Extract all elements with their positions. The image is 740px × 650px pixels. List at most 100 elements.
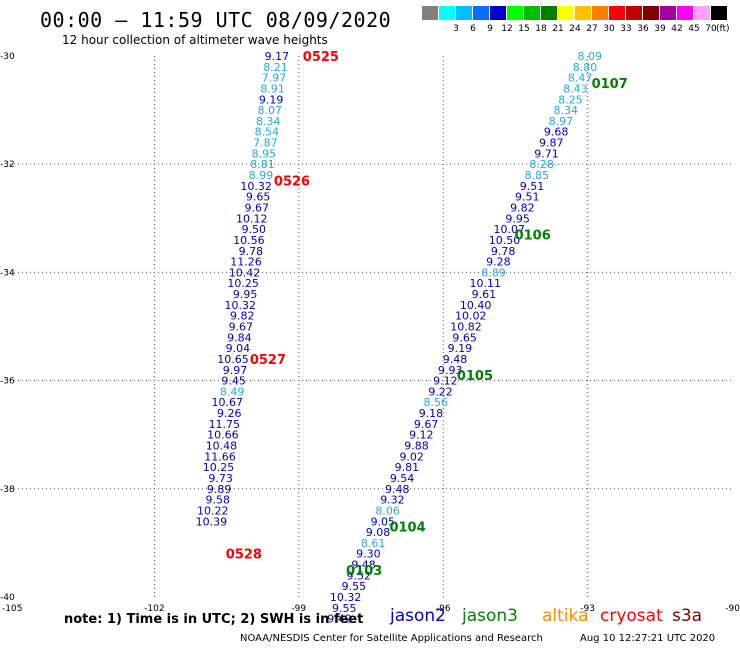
legend-tick-label: 9 xyxy=(487,24,493,34)
swh-value: 9.54 xyxy=(390,472,415,485)
legend-swatch xyxy=(660,6,676,20)
legend-tick-label: 42 xyxy=(671,24,683,34)
swh-value: 10.22 xyxy=(197,504,229,517)
swh-value: 8.89 xyxy=(481,266,506,279)
swh-value: 9.22 xyxy=(428,385,453,398)
swh-value: 9.81 xyxy=(395,461,420,474)
swh-value: 9.68 xyxy=(544,126,569,139)
legend-swatch xyxy=(422,6,438,20)
legend-tick-label: 24 xyxy=(569,24,581,34)
swh-value: 10.39 xyxy=(196,515,228,528)
legend-swatch xyxy=(575,6,591,20)
legend-tick-label: 39 xyxy=(654,24,666,34)
swh-value: 9.02 xyxy=(399,450,424,463)
swh-value: 8.47 xyxy=(568,72,593,85)
swh-value: 8.43 xyxy=(563,82,588,95)
swh-value: 9.52 xyxy=(347,569,372,582)
legend-tick-label: 6 xyxy=(470,24,476,34)
legend-swatch xyxy=(592,6,608,20)
swh-value: 11.26 xyxy=(230,256,262,269)
legend-tick-label: 36 xyxy=(637,24,649,34)
swh-value: 9.48 xyxy=(443,353,468,366)
time-label: 0107 xyxy=(592,77,628,92)
swh-value: 8.34 xyxy=(256,115,281,128)
swh-value: 10.02 xyxy=(455,310,487,323)
y-tick-label: -38 xyxy=(0,485,15,495)
swh-value: 9.82 xyxy=(510,201,535,214)
swh-value: 8.81 xyxy=(250,158,275,171)
legend-tick-label: 45 xyxy=(688,24,700,34)
swh-value: 9.18 xyxy=(419,407,444,420)
legend-swatch xyxy=(677,6,693,20)
swh-value: 10.07 xyxy=(494,223,526,236)
swh-value: 9.50 xyxy=(242,223,267,236)
legend-tick-label: 30 xyxy=(603,24,615,34)
swh-value: 10.66 xyxy=(207,429,239,442)
swh-value: 10.50 xyxy=(489,234,521,247)
legend-tick-label: 21 xyxy=(552,24,564,34)
legend-tick-label: 3 xyxy=(453,24,459,34)
satellite-cryosat: cryosat xyxy=(600,606,663,626)
generated-timestamp: Aug 10 12:27:21 UTC 2020 xyxy=(580,633,716,644)
swh-value: 10.32 xyxy=(240,180,272,193)
swh-value: 9.95 xyxy=(505,212,530,225)
time-label: 0106 xyxy=(515,229,551,244)
swh-value: 10.48 xyxy=(206,440,238,453)
x-tick-label: -90 xyxy=(725,604,740,614)
swh-value: 9.73 xyxy=(208,472,233,485)
swh-value: 8.28 xyxy=(529,158,554,171)
swh-value: 9.26 xyxy=(217,407,242,420)
swh-value: 8.56 xyxy=(424,396,449,409)
legend-swatch xyxy=(456,6,472,20)
swh-value: 9.89 xyxy=(207,483,232,496)
swh-value: 9.12 xyxy=(409,429,434,442)
swh-value: 9.65 xyxy=(246,191,271,204)
swh-value: 10.42 xyxy=(229,266,261,279)
legend-swatch xyxy=(439,6,455,20)
swh-value: 10.32 xyxy=(330,591,362,604)
swh-value: 9.82 xyxy=(230,310,255,323)
swh-value: 9.28 xyxy=(486,256,511,269)
swh-value: 8.61 xyxy=(361,537,386,550)
satellite-jason3: jason3 xyxy=(462,606,518,626)
swh-value: 9.71 xyxy=(534,147,559,160)
swh-value: 10.11 xyxy=(469,277,501,290)
legend-swatch xyxy=(490,6,506,20)
swh-value: 10.65 xyxy=(217,353,249,366)
swh-value: 9.84 xyxy=(227,331,252,344)
legend-swatch xyxy=(711,6,727,20)
swh-value: 11.66 xyxy=(204,450,236,463)
swh-value: 9.88 xyxy=(404,440,429,453)
swh-value: 9.12 xyxy=(433,375,458,388)
swh-value: 10.40 xyxy=(460,299,492,312)
swh-value: 8.25 xyxy=(558,93,583,106)
legend-swatch xyxy=(643,6,659,20)
chart-title: 00:00 – 11:59 UTC 08/09/2020 xyxy=(40,8,392,32)
legend-tick-label: 12 xyxy=(501,24,513,34)
swh-value: 10.82 xyxy=(450,321,482,334)
swh-value: 8.54 xyxy=(255,126,280,139)
swh-value: 9.19 xyxy=(448,342,473,355)
swh-value: 9.67 xyxy=(244,201,269,214)
x-tick-label: -93 xyxy=(580,604,595,614)
swh-value: 9.04 xyxy=(226,342,251,355)
legend-swatch xyxy=(507,6,523,20)
swh-value: 8.49 xyxy=(220,385,245,398)
swh-value: 8.34 xyxy=(553,104,578,117)
swh-value: 9.67 xyxy=(229,321,254,334)
swh-value: 10.56 xyxy=(233,234,265,247)
legend-swatch xyxy=(626,6,642,20)
x-tick-label: -96 xyxy=(436,604,451,614)
swh-value: 9.65 xyxy=(452,331,477,344)
swh-value: 9.51 xyxy=(520,180,545,193)
swh-value: 8.95 xyxy=(252,147,277,160)
chart-subtitle: 12 hour collection of altimeter wave hei… xyxy=(62,33,328,47)
legend-swatch xyxy=(541,6,557,20)
swh-value: 9.32 xyxy=(380,494,405,507)
swh-value: 9.55 xyxy=(342,580,367,593)
satellite-altika: altika xyxy=(542,606,589,626)
swh-value: 10.25 xyxy=(203,461,235,474)
swh-value: 9.55 xyxy=(332,602,357,615)
y-tick-label: -40 xyxy=(0,593,15,603)
